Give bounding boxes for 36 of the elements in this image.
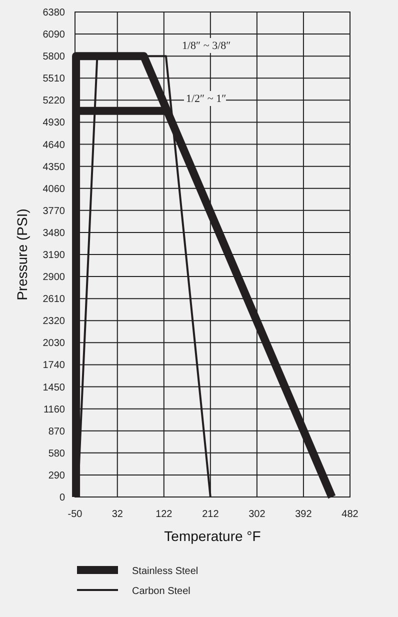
- annotation: 1/2″ ~ 1″: [186, 93, 226, 105]
- y-tick-label: 0: [59, 492, 66, 504]
- x-tick-label: 302: [248, 509, 266, 520]
- y-tick-label: 5800: [42, 52, 66, 63]
- x-tick-label: 32: [112, 509, 124, 520]
- y-axis-title: Pressure (PSI): [14, 208, 30, 300]
- y-tick-label: 580: [48, 448, 66, 460]
- legend-label: Stainless Steel: [132, 566, 198, 577]
- x-tick-label: 122: [156, 509, 173, 520]
- y-tick-label: 1160: [43, 404, 66, 416]
- y-tick-label: 2320: [42, 316, 66, 328]
- y-tick-label: 1740: [42, 360, 66, 372]
- x-tick-label: 212: [202, 509, 220, 520]
- y-tick-label: 4930: [42, 118, 66, 129]
- legend-label: Carbon Steel: [132, 586, 190, 597]
- y-tick-label: 4350: [42, 162, 66, 173]
- y-tick-label: 3480: [42, 228, 66, 239]
- y-tick-label: 290: [48, 470, 66, 482]
- x-tick-label: 392: [295, 509, 312, 520]
- y-tick-label: 5220: [42, 96, 66, 107]
- y-tick-label: 2900: [42, 272, 66, 284]
- y-tick-label: 6090: [42, 30, 66, 41]
- x-axis-title: Temperature °F: [164, 528, 261, 544]
- y-tick-label: 2610: [42, 294, 66, 306]
- y-tick-label: 4060: [42, 184, 66, 195]
- x-tick-label: -50: [68, 509, 83, 520]
- y-tick-label: 5510: [42, 74, 66, 85]
- x-tick-label: 482: [342, 509, 359, 520]
- y-tick-label: 870: [48, 426, 66, 438]
- y-tick-label: 6380: [42, 8, 66, 18]
- y-tick-label: 3770: [42, 206, 66, 217]
- y-tick-label: 1450: [42, 382, 66, 394]
- y-tick-label: 2030: [42, 338, 66, 350]
- y-tick-label: 4640: [42, 140, 66, 151]
- annotation: 1/8″ ~ 3/8″: [182, 40, 231, 52]
- y-tick-label: 3190: [42, 250, 66, 261]
